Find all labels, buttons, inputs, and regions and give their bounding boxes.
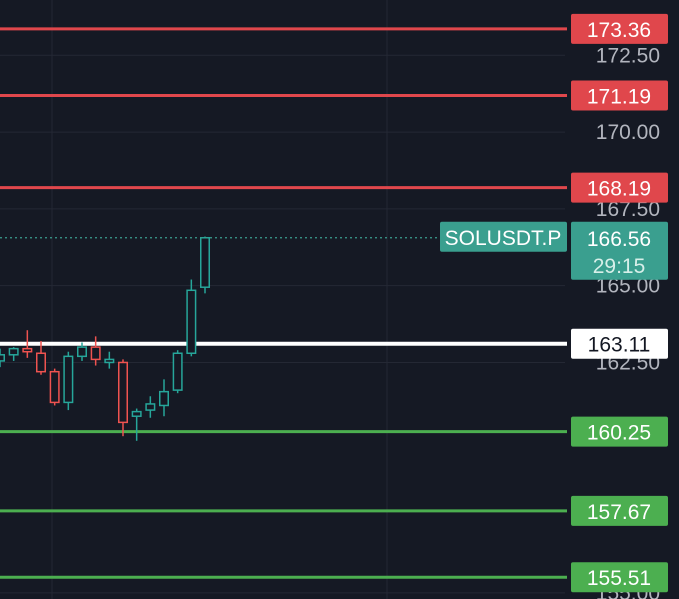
candles-layer [0,236,210,441]
candle[interactable] [0,348,5,368]
candle[interactable] [172,350,183,394]
candle-body-down [49,370,60,404]
current-price-tag [571,221,668,280]
candle-body-up [63,355,74,404]
candle[interactable] [90,336,101,366]
y-tick-label: 167.50 [596,198,660,221]
level-tag-resistance [571,13,668,44]
candle-body-up [186,289,197,355]
candle[interactable] [36,340,46,375]
level-tag-label: 155.51 [587,567,651,590]
candle[interactable] [63,351,74,411]
level-tag-resistance [571,80,668,111]
candle-body-up [77,346,87,358]
candle[interactable] [145,396,156,418]
level-tag-label: 173.36 [587,19,651,42]
candle-body-down [36,352,46,373]
candle-body-up [159,390,169,407]
grid-layer [0,0,565,599]
level-tag-label: 163.11 [588,334,651,357]
level-tag-resistance [571,172,668,203]
y-tick-label: 165.00 [596,275,660,298]
candle-body-up [200,237,210,288]
candle-body-up [172,352,183,391]
candle[interactable] [131,408,142,441]
candle[interactable] [22,330,33,358]
candle[interactable] [159,379,169,417]
level-tag-support [571,562,668,593]
level-tag-label: 168.19 [587,178,651,201]
symbol-tag-label: SOLUSDT.P [445,227,562,250]
level-tag-label: 171.19 [587,86,651,109]
candle[interactable] [200,236,210,294]
current-price-label: 166.56 [587,228,651,251]
candle[interactable] [49,368,60,406]
candle-body-up [145,403,156,411]
candle[interactable] [186,279,197,357]
candle-body-up [104,358,115,364]
y-tick-label: 172.50 [596,44,660,67]
candle[interactable] [8,347,19,361]
price-tags: SOLUSDT.P 166.56 29:15 173.36 171.19 168.1… [0,13,668,593]
candle[interactable] [104,351,115,369]
level-tag-label: 157.67 [587,501,651,524]
level-tag-support [571,495,668,526]
candle-body-down [22,347,33,353]
candle-body-up [131,410,142,417]
y-tick-label: 170.00 [596,121,660,144]
candle[interactable] [77,342,87,361]
countdown-label: 29:15 [593,255,646,278]
level-lines [0,27,567,579]
level-tag-pivot [571,328,668,359]
level-tag-support [571,416,668,447]
symbol-tag [440,221,567,252]
candle-body-down [90,346,101,361]
candle-body-down [118,361,128,424]
candle-body-up [0,354,5,362]
candle[interactable] [118,359,128,437]
level-tag-label: 160.25 [587,422,651,445]
candle-body-up [8,347,19,356]
